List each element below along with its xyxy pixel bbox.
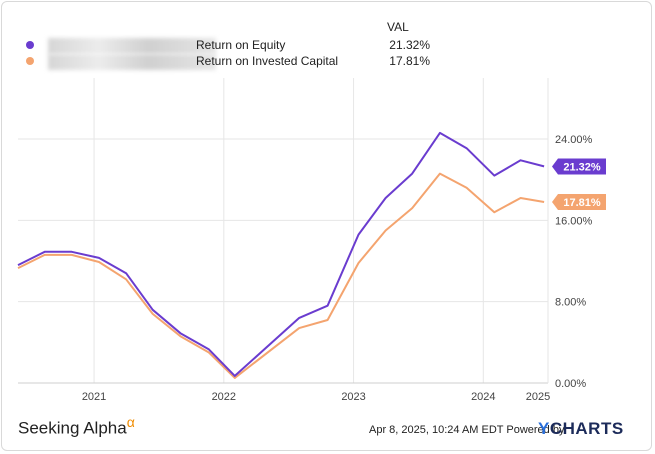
- series-end-value: 17.81%: [563, 197, 601, 209]
- series-end-value: 21.32%: [563, 161, 601, 173]
- ycharts-logo[interactable]: YCHARTS: [538, 419, 624, 438]
- series-line: [17, 131, 545, 377]
- x-tick-label: 2023: [341, 391, 365, 403]
- x-tick-label: 2022: [212, 391, 236, 403]
- x-tick-label: 2024: [471, 391, 495, 403]
- x-tick-label: 2021: [82, 391, 106, 403]
- y-tick-label: 8.00%: [555, 297, 586, 309]
- footer-timestamp: Apr 8, 2025, 10:24 AM EDT Powered by: [369, 424, 565, 436]
- blurred-company-name: [48, 54, 216, 70]
- legend-entry-roe[interactable]: Return on Equity 21.32%: [26, 38, 430, 54]
- legend-series-name: Return on Equity: [196, 38, 286, 52]
- legend-entry-roic[interactable]: Return on Invested Capital 17.81%: [26, 54, 430, 70]
- series-dot-icon: [26, 41, 34, 49]
- series-end-tag: [552, 158, 606, 175]
- y-tick-label: 0.00%: [555, 378, 586, 390]
- series-dot-icon: [26, 57, 34, 65]
- legend-header: VAL: [387, 20, 409, 34]
- legend-series-value: 21.32%: [389, 38, 430, 52]
- series-end-tag: [552, 194, 606, 211]
- y-tick-label: 24.00%: [555, 134, 593, 146]
- y-tick-label: 16.00%: [555, 215, 593, 227]
- blurred-company-name: [48, 38, 216, 54]
- legend-series-value: 17.81%: [389, 54, 430, 68]
- seeking-alpha-logo: Seeking Alphaα: [18, 414, 135, 438]
- series-line: [17, 172, 545, 379]
- legend-series-name: Return on Invested Capital: [196, 54, 339, 68]
- x-tick-label: 2025: [526, 391, 550, 403]
